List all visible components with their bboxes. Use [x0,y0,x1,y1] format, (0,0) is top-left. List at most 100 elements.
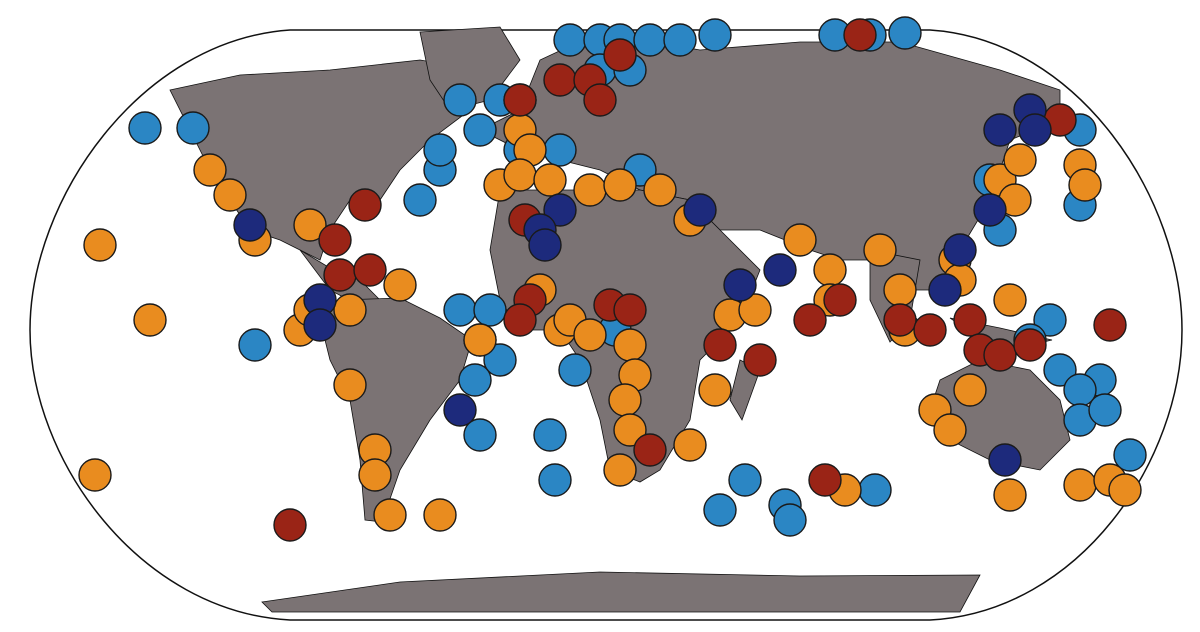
site-marker [603,453,637,487]
site-marker [808,463,842,497]
site-marker [663,23,697,57]
site-marker [1033,303,1067,337]
site-marker [933,413,967,447]
site-marker [333,293,367,327]
site-marker [698,18,732,52]
site-marker [843,18,877,52]
site-marker [463,113,497,147]
site-marker [953,303,987,337]
site-marker [1013,328,1047,362]
site-marker [743,343,777,377]
site-marker [983,113,1017,147]
site-marker [463,418,497,452]
site-marker [543,133,577,167]
site-marker [333,368,367,402]
site-marker [613,293,647,327]
site-marker [503,83,537,117]
site-marker [943,233,977,267]
site-marker [528,228,562,262]
site-marker [543,63,577,97]
site-marker [703,493,737,527]
site-marker [318,223,352,257]
site-marker [303,308,337,342]
site-marker [863,233,897,267]
site-marker [858,473,892,507]
site-marker [503,303,537,337]
site-marker [793,303,827,337]
site-marker [603,38,637,72]
site-marker [993,283,1027,317]
site-marker [1113,438,1147,472]
site-marker [473,293,507,327]
site-marker [673,428,707,462]
site-marker [78,458,112,492]
site-marker [888,16,922,50]
site-marker [823,283,857,317]
site-marker [683,193,717,227]
site-marker [538,463,572,497]
site-marker [783,223,817,257]
site-marker [273,508,307,542]
site-marker [176,111,210,145]
site-marker [443,393,477,427]
site-marker [973,193,1007,227]
site-marker [573,318,607,352]
site-marker [703,328,737,362]
site-marker [423,498,457,532]
site-marker [358,458,392,492]
site-marker [423,133,457,167]
site-marker [133,303,167,337]
site-marker [533,163,567,197]
site-marker [608,383,642,417]
site-marker [403,183,437,217]
site-markers [78,16,1147,542]
site-marker [953,373,987,407]
site-marker [443,83,477,117]
site-marker [1108,473,1142,507]
site-marker [993,478,1027,512]
site-marker [983,338,1017,372]
site-marker [1093,308,1127,342]
site-marker [233,208,267,242]
site-marker [583,83,617,117]
site-marker [443,293,477,327]
antarctica [261,571,981,613]
site-marker [353,253,387,287]
site-marker [1018,113,1052,147]
site-marker [83,228,117,262]
site-marker [213,178,247,212]
site-marker [763,253,797,287]
site-marker [558,353,592,387]
site-marker [738,293,772,327]
site-marker [723,268,757,302]
site-marker [533,418,567,452]
site-marker [643,173,677,207]
site-marker [883,273,917,307]
site-marker [553,23,587,57]
site-marker [1003,143,1037,177]
site-marker [348,188,382,222]
site-marker [913,313,947,347]
site-marker [458,363,492,397]
site-marker [463,323,497,357]
site-marker [883,303,917,337]
site-marker [813,253,847,287]
site-marker [543,193,577,227]
site-marker [928,273,962,307]
site-marker [613,328,647,362]
site-marker [128,111,162,145]
site-marker [613,413,647,447]
site-marker [383,268,417,302]
site-marker [773,503,807,537]
site-marker [483,343,517,377]
site-marker [1063,468,1097,502]
site-marker [193,153,227,187]
site-marker [728,463,762,497]
south-america [319,297,473,523]
site-marker [633,23,667,57]
site-marker [698,373,732,407]
site-marker [503,158,537,192]
site-marker [988,443,1022,477]
